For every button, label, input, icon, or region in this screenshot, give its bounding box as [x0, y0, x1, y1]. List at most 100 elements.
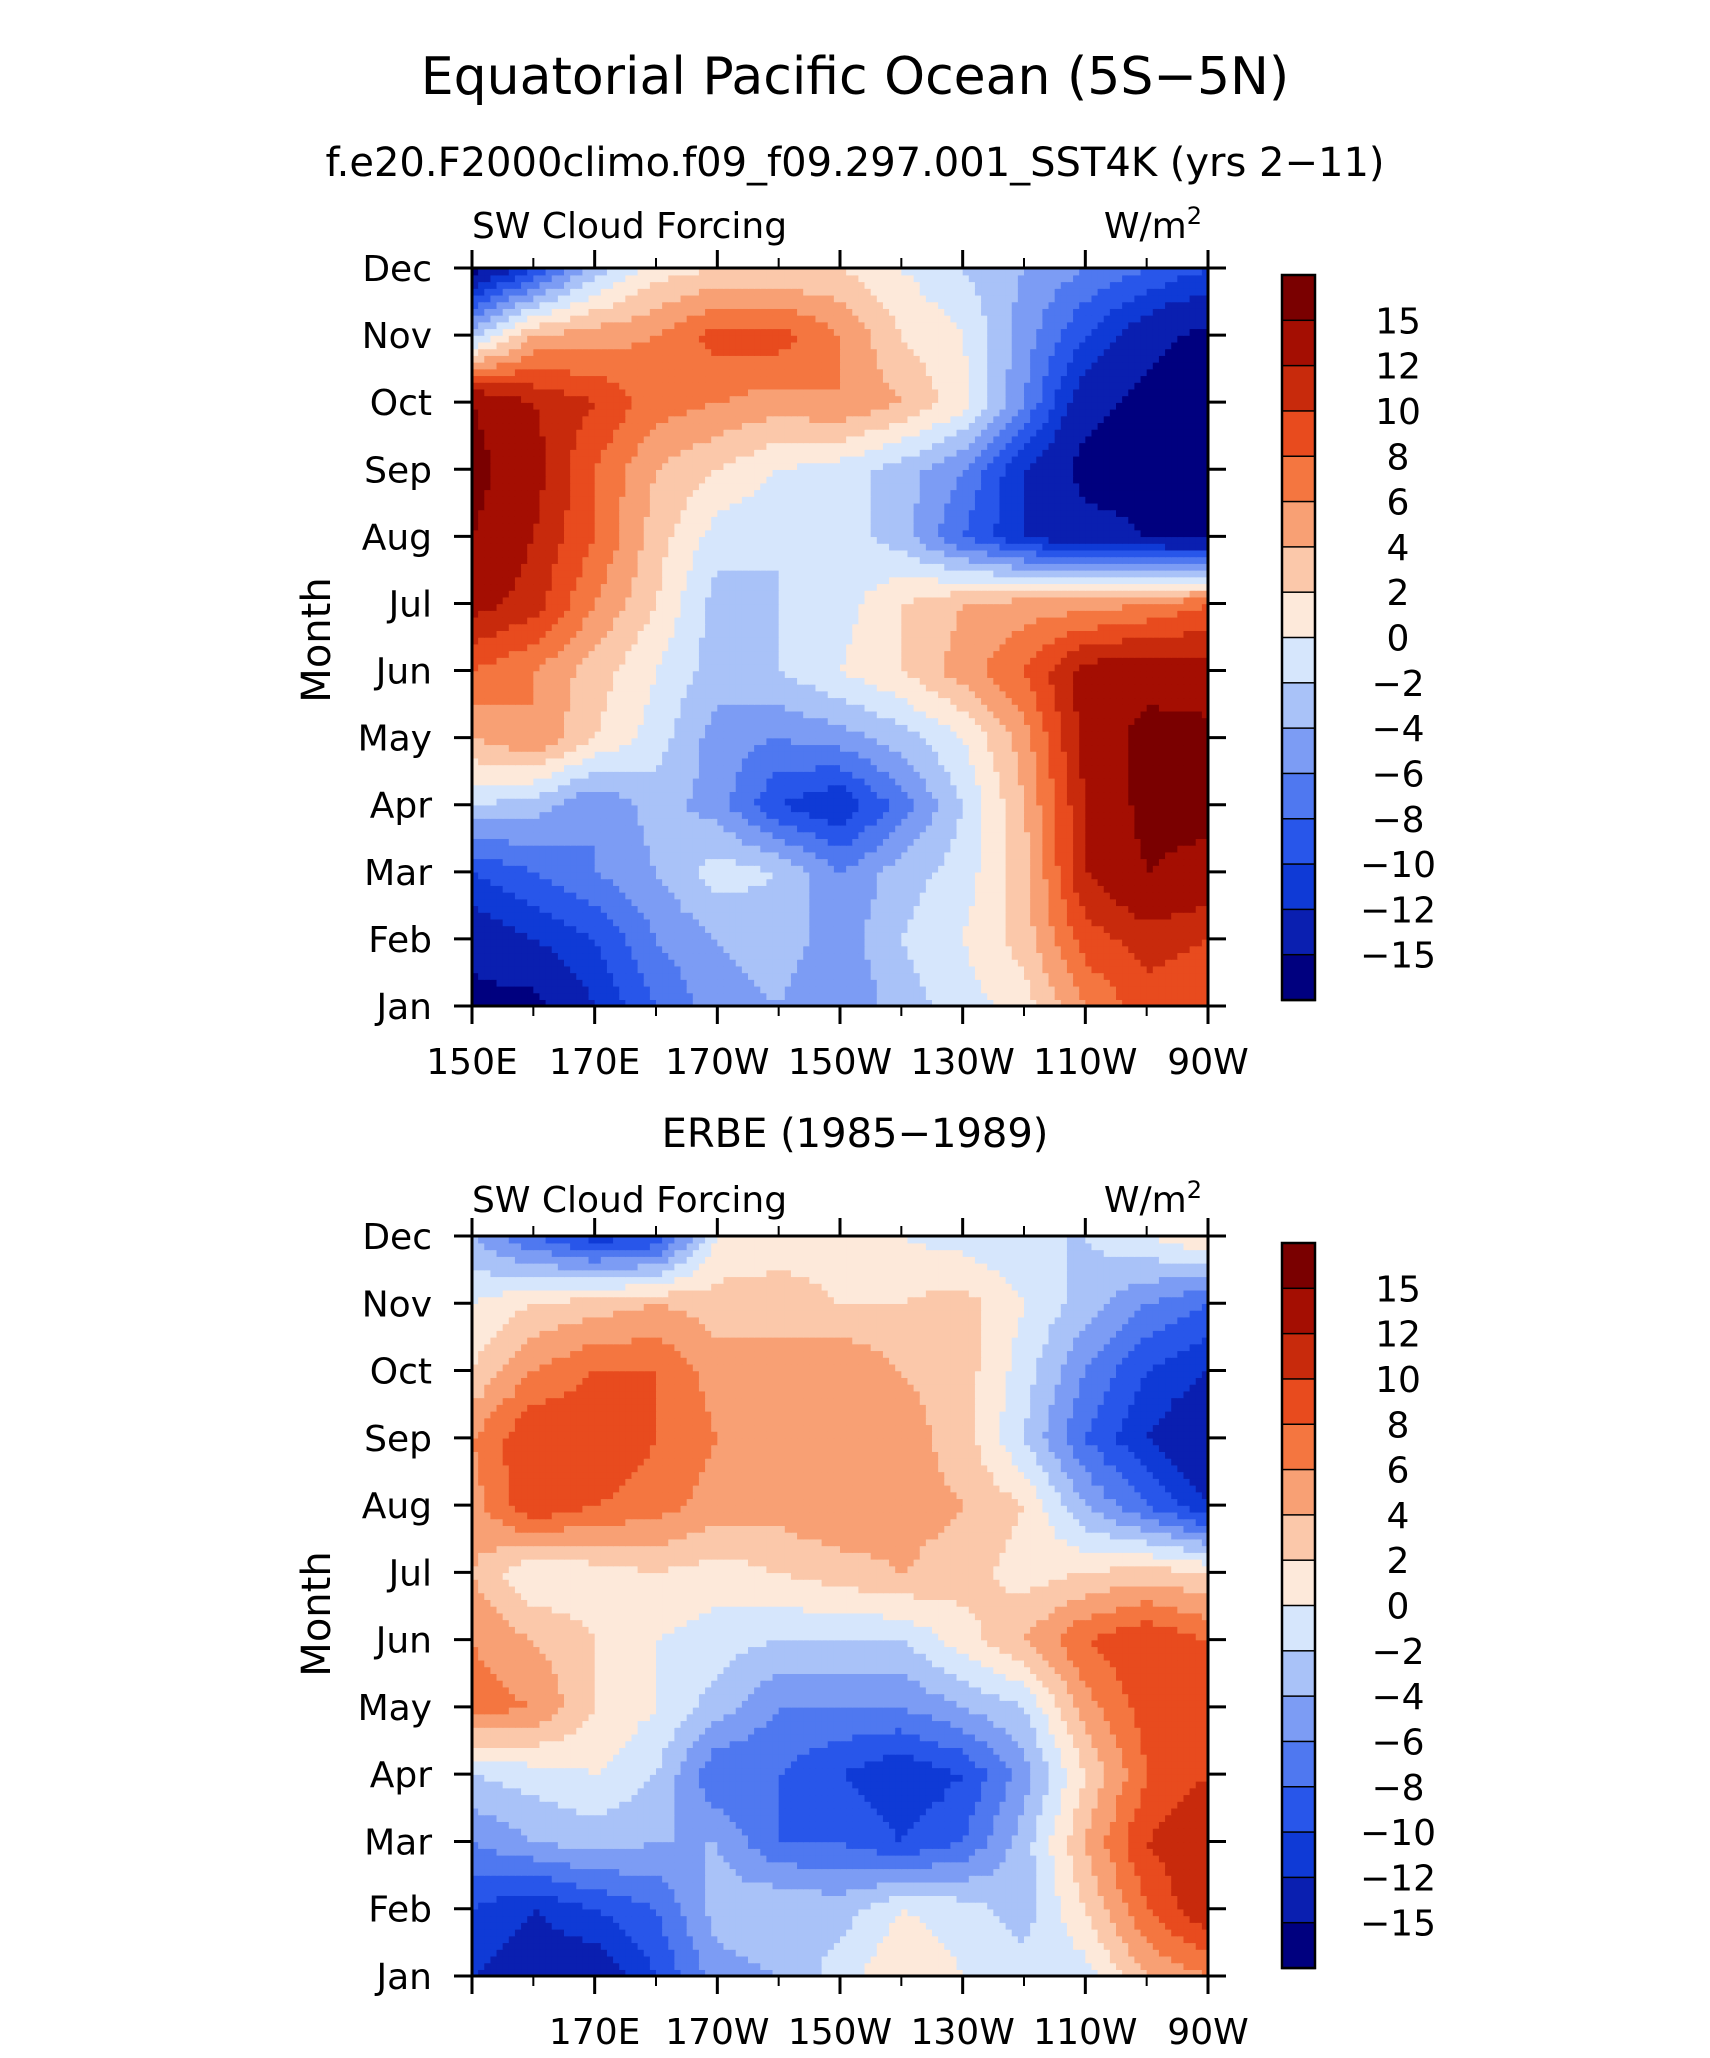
heatmap-cell [1030, 818, 1037, 826]
heatmap-cell [686, 798, 694, 806]
heatmap-cell [1048, 891, 1056, 900]
heatmap-cell [1183, 878, 1191, 886]
heatmap-cell [803, 730, 811, 739]
heatmap-cell [1011, 992, 1019, 1000]
heatmap-cell [968, 730, 976, 739]
heatmap-cell [508, 938, 516, 947]
heatmap-cell [551, 751, 559, 759]
heatmap-cell [539, 798, 547, 806]
heatmap-cell [1171, 851, 1179, 860]
heatmap-cell [1183, 818, 1191, 826]
heatmap-cell [1066, 918, 1074, 927]
heatmap-cell [1128, 912, 1136, 920]
heatmap-cell [1122, 798, 1129, 806]
heatmap-cell [606, 818, 614, 826]
heatmap-cell [1140, 925, 1148, 933]
heatmap-cell [999, 804, 1007, 813]
heatmap-cell [846, 831, 853, 839]
heatmap-cell [600, 811, 608, 819]
heatmap-cell [1017, 885, 1025, 893]
heatmap-cell [637, 905, 645, 913]
heatmap-cell [815, 744, 823, 752]
heatmap-cell [772, 891, 780, 900]
heatmap-cell [1189, 804, 1197, 813]
heatmap-cell [760, 757, 768, 766]
heatmap-cell [478, 945, 485, 954]
heatmap-cell [478, 979, 485, 987]
heatmap-cell [987, 871, 995, 880]
heatmap-cell [1140, 791, 1148, 799]
heatmap-cell [809, 898, 817, 907]
heatmap-cell [533, 771, 541, 779]
heatmap-cell [490, 972, 498, 980]
heatmap-cell [974, 844, 982, 853]
heatmap-cell [962, 798, 970, 806]
heatmap-cell [1195, 764, 1203, 772]
heatmap-cell [1091, 891, 1099, 900]
heatmap-cell [662, 858, 669, 866]
heatmap-cell [680, 844, 688, 853]
heatmap-cell [840, 804, 847, 813]
heatmap-cell [882, 757, 890, 766]
heatmap-cell [625, 912, 633, 920]
heatmap-cell [1195, 898, 1203, 907]
heatmap-cell [723, 798, 731, 806]
heatmap-cell [1017, 811, 1025, 819]
heatmap-cell [472, 804, 479, 813]
heatmap-cell [1054, 925, 1062, 933]
heatmap-cell [821, 925, 829, 933]
heatmap-cell [968, 918, 976, 927]
heatmap-cell [925, 844, 933, 853]
heatmap-cell [557, 878, 565, 886]
heatmap-cell [613, 878, 620, 886]
heatmap-cell [1011, 798, 1019, 806]
heatmap-cell [649, 905, 657, 913]
heatmap-cell [803, 818, 811, 826]
heatmap-cell [606, 885, 614, 893]
heatmap-cell [564, 858, 571, 866]
heatmap-cell [557, 972, 565, 980]
heatmap-cell [478, 865, 485, 873]
heatmap-cell [1054, 751, 1062, 759]
heatmap-cell [858, 878, 866, 886]
heatmap-cell [490, 871, 498, 880]
heatmap-cell [833, 979, 841, 987]
heatmap-cell [490, 791, 498, 799]
heatmap-cell [1103, 784, 1111, 793]
heatmap-cell [1097, 992, 1105, 1000]
heatmap-cell [1079, 898, 1087, 907]
heatmap-cell [932, 865, 939, 873]
heatmap-cell [821, 818, 829, 826]
heatmap-cell [741, 724, 749, 732]
heatmap-cell [649, 972, 657, 980]
heatmap-cell [698, 798, 706, 806]
heatmap-cell [705, 784, 712, 793]
heatmap-cell [717, 757, 725, 766]
heatmap-cell [729, 737, 737, 746]
heatmap-cell [956, 818, 964, 826]
heatmap-cell [1116, 757, 1123, 766]
heatmap-cell [631, 871, 639, 880]
heatmap-cell [1073, 925, 1080, 933]
heatmap-cell [717, 871, 725, 880]
heatmap-cell [674, 865, 682, 873]
heatmap-cell [1158, 891, 1166, 900]
heatmap-cell [557, 851, 565, 860]
heatmap-cell [539, 945, 547, 954]
heatmap-cell [490, 784, 498, 793]
heatmap-cell [472, 992, 479, 1000]
heatmap-cell [668, 952, 676, 960]
heatmap-cell [846, 824, 853, 833]
heatmap-cell [1079, 992, 1087, 1000]
heatmap-cell [932, 878, 939, 886]
heatmap-cell [944, 925, 952, 933]
heatmap-cell [545, 764, 553, 772]
heatmap-cell [809, 818, 817, 826]
heatmap-cell [527, 885, 535, 893]
heatmap-cell [600, 979, 608, 987]
heatmap-cell [521, 784, 528, 793]
heatmap-cell [1024, 764, 1031, 772]
heatmap-cell [668, 811, 676, 819]
heatmap-cell [974, 965, 982, 974]
heatmap-cell [735, 985, 743, 994]
